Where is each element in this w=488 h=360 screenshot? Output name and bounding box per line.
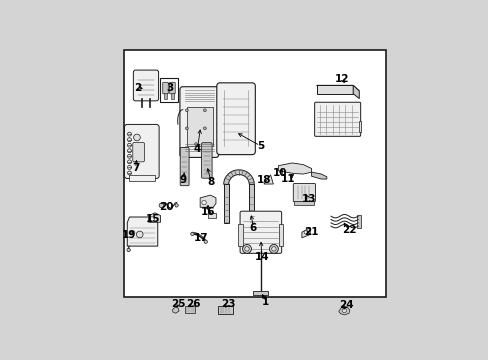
Bar xyxy=(124,50,386,297)
FancyBboxPatch shape xyxy=(124,125,159,179)
FancyBboxPatch shape xyxy=(216,83,255,155)
FancyBboxPatch shape xyxy=(201,143,212,178)
Text: 8: 8 xyxy=(207,177,214,187)
Polygon shape xyxy=(316,85,352,94)
Text: 17: 17 xyxy=(193,233,207,243)
Circle shape xyxy=(304,230,307,234)
FancyBboxPatch shape xyxy=(180,148,189,186)
Polygon shape xyxy=(352,85,359,99)
Circle shape xyxy=(159,203,163,208)
Circle shape xyxy=(190,232,194,235)
Bar xyxy=(218,306,233,314)
Circle shape xyxy=(185,127,188,130)
Text: 25: 25 xyxy=(170,299,185,309)
Text: 16: 16 xyxy=(201,207,215,217)
Circle shape xyxy=(133,134,140,141)
Text: 13: 13 xyxy=(301,194,315,204)
Circle shape xyxy=(136,231,143,238)
Text: 5: 5 xyxy=(256,141,264,151)
Circle shape xyxy=(271,247,276,251)
FancyBboxPatch shape xyxy=(169,82,175,94)
Text: 19: 19 xyxy=(122,230,136,240)
Text: 7: 7 xyxy=(132,163,139,174)
Polygon shape xyxy=(264,175,273,184)
Text: 20: 20 xyxy=(159,202,173,212)
Text: 15: 15 xyxy=(145,214,160,224)
FancyBboxPatch shape xyxy=(163,82,168,94)
Polygon shape xyxy=(316,85,359,91)
Bar xyxy=(208,213,216,218)
Circle shape xyxy=(342,308,346,312)
Bar xyxy=(184,306,195,312)
Bar xyxy=(160,78,178,102)
Circle shape xyxy=(150,217,154,221)
Polygon shape xyxy=(294,201,314,204)
Text: 23: 23 xyxy=(220,299,235,309)
Circle shape xyxy=(175,204,178,207)
Text: 10: 10 xyxy=(273,168,287,179)
Bar xyxy=(128,175,155,181)
Bar xyxy=(249,184,254,223)
Polygon shape xyxy=(172,307,179,313)
Circle shape xyxy=(269,244,278,253)
Bar xyxy=(358,121,360,132)
Circle shape xyxy=(244,247,249,251)
FancyBboxPatch shape xyxy=(133,143,144,162)
Text: 24: 24 xyxy=(338,300,353,310)
FancyBboxPatch shape xyxy=(240,211,281,253)
Polygon shape xyxy=(200,195,216,207)
Polygon shape xyxy=(224,170,254,184)
Text: 2: 2 xyxy=(134,82,141,93)
Polygon shape xyxy=(301,228,309,238)
Polygon shape xyxy=(338,307,349,315)
Bar xyxy=(224,184,228,223)
Circle shape xyxy=(203,127,206,130)
Polygon shape xyxy=(148,213,160,222)
Polygon shape xyxy=(311,172,326,179)
Circle shape xyxy=(127,248,130,252)
Bar xyxy=(171,93,173,99)
Circle shape xyxy=(185,109,188,112)
FancyBboxPatch shape xyxy=(180,87,218,157)
Text: 12: 12 xyxy=(334,74,348,84)
Bar xyxy=(186,107,213,146)
FancyBboxPatch shape xyxy=(314,102,360,136)
Circle shape xyxy=(242,244,251,253)
Polygon shape xyxy=(278,163,311,174)
Text: 6: 6 xyxy=(249,222,257,233)
Text: 11: 11 xyxy=(280,174,295,184)
Bar xyxy=(164,93,166,99)
Text: 21: 21 xyxy=(303,227,318,237)
Text: 1: 1 xyxy=(262,297,269,307)
Circle shape xyxy=(202,201,206,205)
Polygon shape xyxy=(127,217,158,246)
FancyBboxPatch shape xyxy=(293,184,315,202)
Text: 14: 14 xyxy=(254,252,268,262)
FancyBboxPatch shape xyxy=(133,70,158,101)
Circle shape xyxy=(203,109,206,112)
Bar xyxy=(238,224,243,246)
Text: 22: 22 xyxy=(341,225,356,235)
Bar xyxy=(278,224,283,246)
Text: 9: 9 xyxy=(180,175,187,185)
Text: 4: 4 xyxy=(193,144,201,154)
Circle shape xyxy=(194,143,197,145)
Circle shape xyxy=(203,240,207,243)
Text: 3: 3 xyxy=(166,83,174,93)
Bar xyxy=(356,215,361,228)
Text: 26: 26 xyxy=(185,299,200,309)
Bar xyxy=(253,291,268,296)
Text: 18: 18 xyxy=(256,175,271,185)
